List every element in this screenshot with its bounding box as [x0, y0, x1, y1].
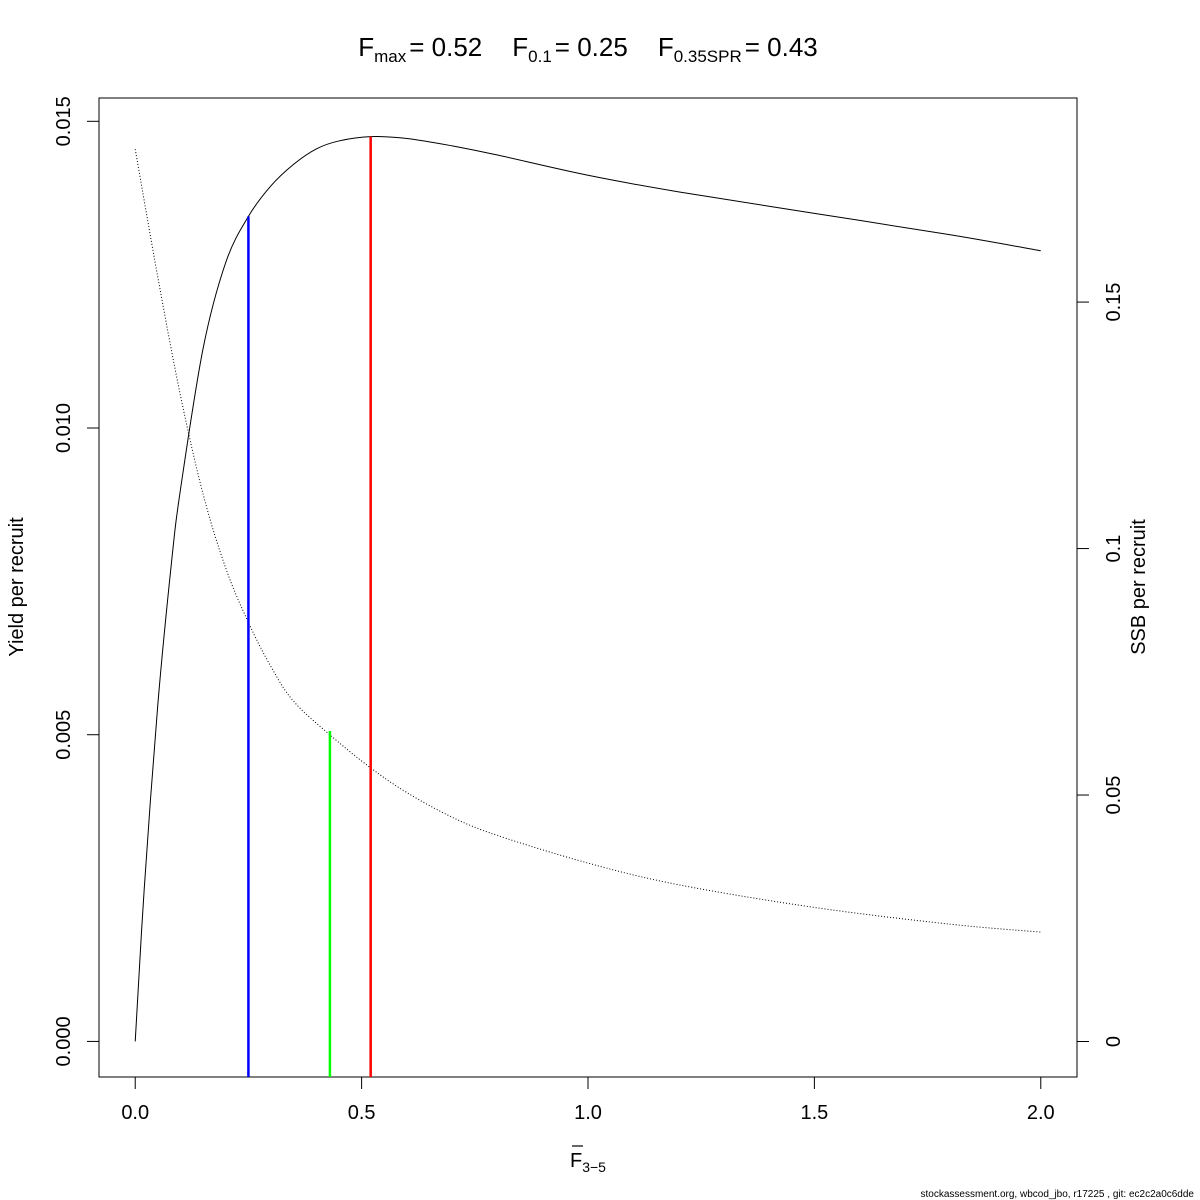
x-tick-label: 0.0: [121, 1102, 149, 1124]
y-right-tick-label: 0.15: [1103, 283, 1125, 322]
y-left-tick-label: 0.000: [53, 1016, 75, 1066]
title-part-2-main: F: [658, 32, 674, 62]
title-part-1-value: = 0.25: [555, 32, 628, 62]
x-axis-label-main: F: [570, 1150, 582, 1172]
title-part-1-sub: 0.1: [528, 47, 552, 66]
x-axis-label: F3−5: [570, 1145, 606, 1175]
y-axis-right-label: SSB per recruit: [1128, 519, 1150, 655]
title-part-1-main: F: [512, 32, 528, 62]
x-tick-label: 2.0: [1027, 1102, 1055, 1124]
y-axis-left-label: Yield per recruit: [6, 517, 28, 657]
chart-title: Fmax = 0.52 F0.1 = 0.25 F0.35SPR = 0.43: [358, 32, 818, 66]
svg-text:F3−5: F3−5: [570, 1150, 606, 1175]
footer-text: stockassessment.org, wbcod_jbo, r17225 ,…: [921, 1189, 1195, 1200]
title-text: Fmax = 0.52 F0.1 = 0.25 F0.35SPR = 0.43: [358, 32, 818, 66]
title-part-0-value: = 0.52: [409, 32, 482, 62]
y-left-tick-label: 0.010: [53, 403, 75, 453]
y-axis-right: 0 0.05 0.1 0.15: [1077, 283, 1125, 1047]
title-part-0-sub: max: [374, 47, 407, 66]
y-right-tick-label: 0.1: [1103, 535, 1125, 563]
y-left-tick-label: 0.005: [53, 710, 75, 760]
title-part-2-sub: 0.35SPR: [674, 47, 742, 66]
reference-lines: [247, 136, 372, 1077]
title-part-2-value: = 0.43: [745, 32, 818, 62]
y-right-tick-label: 0: [1103, 1036, 1125, 1047]
x-axis-label-sub: 3−5: [582, 1159, 606, 1175]
yield-per-recruit-line: [134, 136, 1041, 1042]
y-right-tick-label: 0.05: [1103, 776, 1125, 815]
series-group: [134, 136, 1041, 1042]
ssb-per-recruit-line: [134, 149, 1041, 933]
y-left-tick-label: 0.015: [53, 96, 75, 146]
x-tick-label: 1.0: [574, 1102, 602, 1124]
x-tick-label: 1.5: [800, 1102, 828, 1124]
x-tick-label: 0.5: [348, 1102, 376, 1124]
y-axis-left: 0.000 0.005 0.010 0.015: [53, 96, 99, 1066]
plot-frame: [98, 97, 1078, 1078]
x-axis: 0.0 0.5 1.0 1.5 2.0: [121, 1077, 1055, 1124]
title-part-0-main: F: [358, 32, 374, 62]
